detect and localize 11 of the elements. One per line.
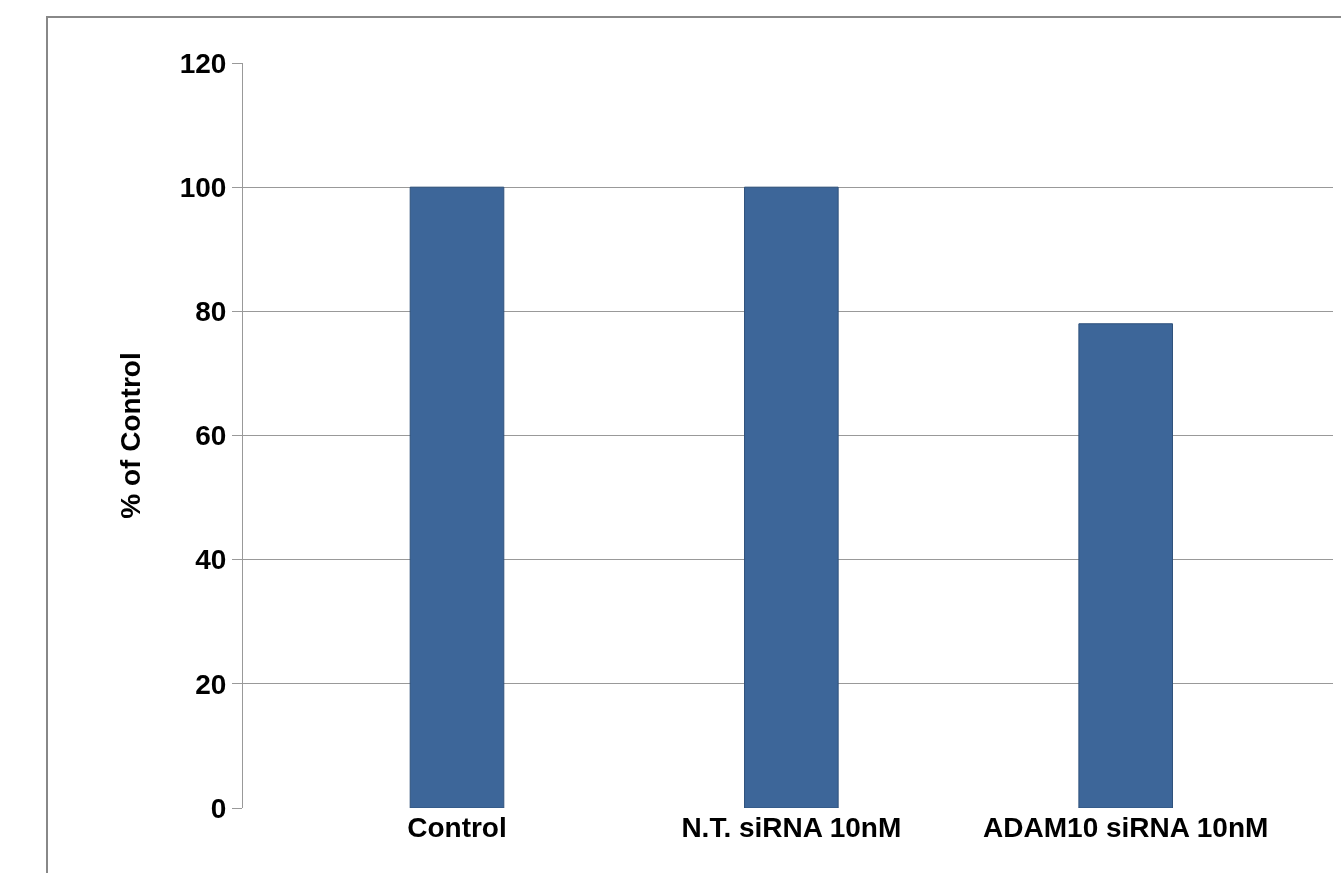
x-tick-label: Control [407, 812, 507, 843]
x-tick-label: ADAM10 siRNA 10nM [983, 812, 1269, 843]
y-tick-label: 60 [195, 420, 227, 452]
y-tick-label: 100 [179, 171, 227, 203]
y-axis-title: % of Control [115, 352, 147, 519]
y-tick-label: 40 [195, 544, 227, 576]
y-tick-label: 20 [195, 668, 227, 700]
y-tick-label: 80 [195, 296, 227, 328]
y-tick-label: 0 [210, 792, 227, 824]
y-tick-label: 120 [179, 47, 227, 79]
x-tick-label: N.T. siRNA 10nM [681, 812, 902, 843]
